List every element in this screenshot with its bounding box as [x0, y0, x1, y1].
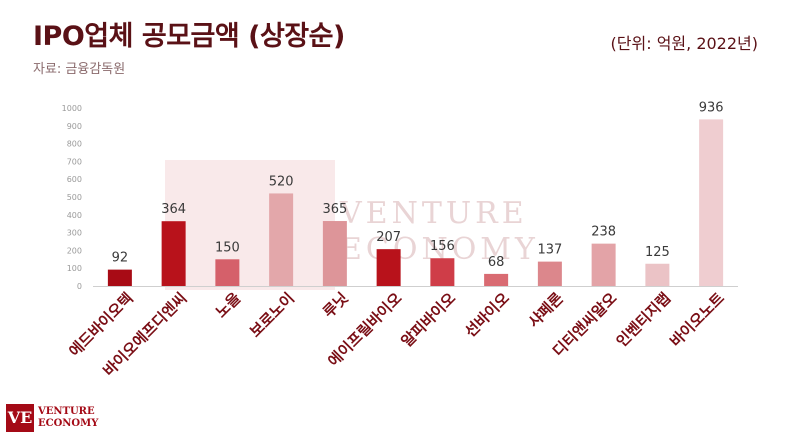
data-label: 364: [161, 202, 186, 217]
data-label: 150: [215, 240, 240, 255]
x-tick-label: 선바이오: [461, 289, 513, 341]
bar: [322, 221, 347, 286]
x-tick-label: 보로노이: [246, 289, 298, 341]
data-label: 68: [488, 255, 505, 270]
x-tick-label: 루닛: [319, 289, 351, 321]
y-tick-label: 400: [67, 211, 82, 220]
y-tick-label: 500: [67, 193, 82, 202]
y-tick-label: 1000: [62, 104, 82, 113]
y-tick-label: 100: [67, 264, 82, 273]
y-tick-label: 200: [67, 246, 82, 255]
data-label: 137: [537, 243, 562, 258]
x-tick-label: 인벤티지랩: [613, 289, 675, 351]
y-tick-label: 700: [67, 157, 82, 166]
data-label: 936: [699, 100, 724, 115]
bar: [376, 249, 401, 286]
bar: [269, 193, 294, 286]
data-label: 238: [591, 225, 616, 240]
x-tick-label: 노을: [212, 289, 244, 321]
x-tick-label: 알피바이오: [398, 289, 460, 351]
bar: [215, 259, 240, 286]
data-label: 125: [645, 245, 670, 260]
watermark-box: [165, 160, 335, 290]
y-tick-label: 900: [67, 122, 82, 131]
y-tick-label: 800: [67, 140, 82, 149]
bar: [161, 221, 186, 286]
y-tick-label: 300: [67, 229, 82, 238]
brand-logo: VE VENTURE ECONOMY: [6, 402, 126, 436]
x-tick-label: 샤페론: [525, 289, 567, 331]
data-label: 365: [322, 202, 347, 217]
data-label: 156: [430, 239, 455, 254]
bar: [107, 269, 132, 286]
bar: [537, 261, 562, 286]
y-tick-label: 0: [77, 282, 82, 291]
source-note: 자료: 금융감독원: [33, 62, 126, 77]
data-label: 520: [269, 174, 294, 189]
watermark-text: VENTURE ECONOMY: [340, 196, 539, 267]
bar: [645, 263, 670, 286]
y-tick-label: 600: [67, 175, 82, 184]
unit-note: (단위: 억원, 2022년): [610, 34, 758, 53]
x-tick-label: 바이오노트: [666, 289, 728, 351]
data-label: 92: [112, 251, 129, 266]
bar: [484, 273, 509, 286]
logo-mark: VE: [6, 404, 34, 432]
logo-wordmark: VENTURE ECONOMY: [38, 406, 99, 429]
data-label: 207: [376, 230, 401, 245]
bar: [591, 243, 616, 286]
bar: [699, 119, 724, 286]
page-title: IPO업체 공모금액 (상장순): [33, 21, 345, 52]
bar: [430, 258, 455, 286]
